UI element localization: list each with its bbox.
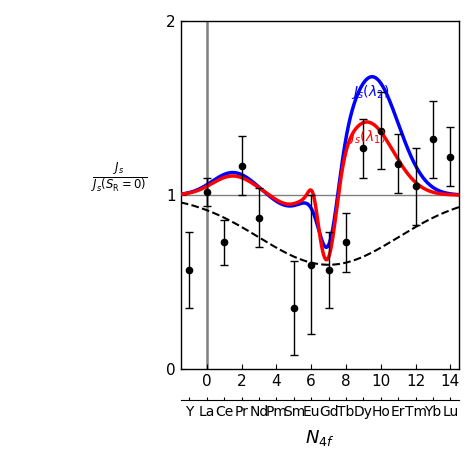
Text: $J_s(\lambda_2)$: $J_s(\lambda_2)$ bbox=[351, 83, 390, 101]
Text: $\frac{J_s}{J_s(S_{\rm R}=0)}$: $\frac{J_s}{J_s(S_{\rm R}=0)}$ bbox=[91, 161, 147, 195]
X-axis label: $N_{4f}$: $N_{4f}$ bbox=[305, 428, 335, 448]
Text: $J_s(\lambda_1)$: $J_s(\lambda_1)$ bbox=[348, 128, 386, 146]
